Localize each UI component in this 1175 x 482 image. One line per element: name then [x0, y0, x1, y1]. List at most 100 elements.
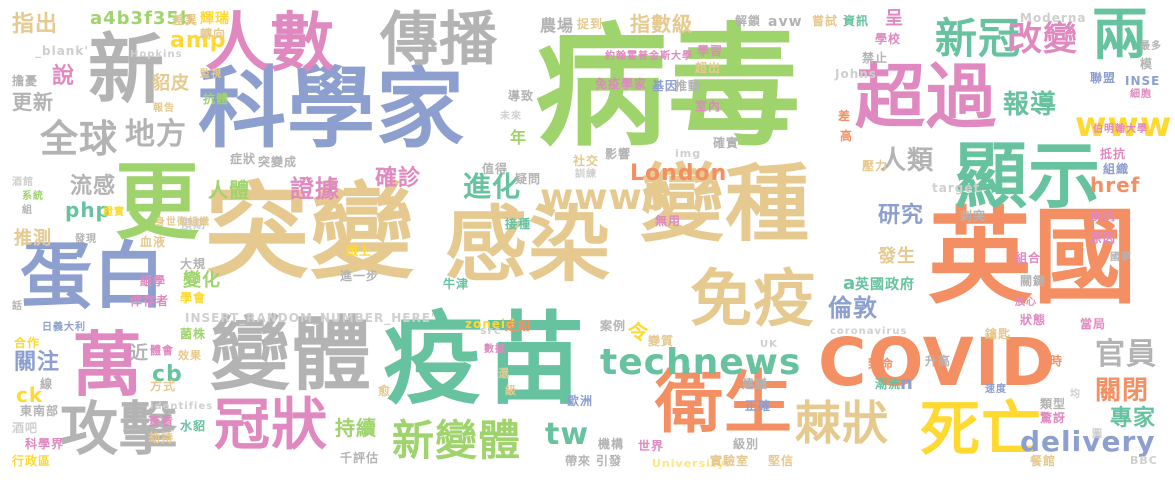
word: 國家 — [1110, 252, 1132, 263]
word: 確實 — [713, 136, 740, 150]
word: 免疫學家 — [595, 77, 648, 91]
word: 聯盟 — [1090, 71, 1117, 85]
word: 影響 — [605, 147, 632, 161]
word: 酒館 — [12, 177, 34, 188]
word: 牛津 — [443, 277, 470, 291]
word: 組學 — [140, 274, 167, 288]
word: 新 — [88, 25, 165, 114]
word: href — [1090, 173, 1141, 197]
word: 劫持 — [148, 431, 175, 445]
word: 英國 — [928, 196, 1139, 318]
word: 餐館 — [1030, 454, 1057, 468]
word: 症狀 — [230, 152, 257, 166]
word: a — [843, 273, 857, 294]
word: 關閉 — [1095, 376, 1150, 406]
word: 超過 — [855, 56, 997, 138]
word: 報導 — [1003, 90, 1058, 120]
word: 跟上 — [346, 244, 373, 258]
word: 案例 — [600, 319, 627, 333]
word: 病毒 — [535, 11, 801, 165]
word: 變質 — [648, 334, 675, 348]
word: 變種 — [640, 155, 811, 253]
word: 變化 — [183, 270, 221, 291]
word: 關注 — [14, 350, 61, 375]
word: INSE — [1125, 74, 1161, 88]
word: 人數 — [205, 7, 335, 81]
word: 放心 — [1015, 297, 1037, 308]
word: 進一步 — [340, 269, 380, 283]
word: 超出 — [695, 61, 722, 75]
word: 人體 — [208, 178, 250, 202]
word: 帶來 — [565, 454, 592, 468]
word: 疫苗 — [383, 301, 585, 418]
word: 學習 — [697, 44, 724, 58]
word: coronavirus — [830, 326, 908, 337]
word: 菌株 — [180, 327, 207, 341]
word: Moderna — [1020, 11, 1087, 25]
word: 愈 — [378, 384, 392, 398]
word: 推動 — [675, 79, 702, 93]
word: 全球 — [40, 117, 119, 161]
word: cb — [152, 362, 183, 387]
word: 身世衛組織 — [155, 217, 210, 228]
word: 禁止 — [862, 51, 889, 65]
word: 抗體 — [203, 92, 230, 106]
word: 推測 — [14, 228, 52, 249]
word: src — [480, 324, 502, 337]
word: 效果 — [178, 349, 202, 362]
word: 級 — [505, 384, 517, 397]
word: 級別 — [733, 437, 760, 451]
word: 衛生 — [655, 364, 794, 443]
word: 證實 — [103, 207, 125, 218]
word: avw — [768, 14, 803, 30]
word: 高 — [840, 129, 854, 143]
word: 嘗試 — [812, 14, 839, 28]
word: 致命 — [868, 357, 895, 371]
word: 訓練 — [575, 169, 597, 180]
word: 報告 — [153, 103, 175, 114]
word: 持續 — [335, 416, 377, 440]
word: 萬 — [72, 324, 143, 406]
word: 線 — [40, 377, 54, 391]
word: 酒吧 — [12, 421, 39, 435]
word: 兩 — [1092, 3, 1149, 68]
word: 升高 — [925, 354, 952, 368]
word: 差 — [838, 109, 852, 123]
word: 更 — [115, 153, 201, 251]
word: 室內 — [695, 99, 722, 113]
word: 基因 — [652, 79, 679, 93]
word: 速度 — [985, 384, 1007, 395]
word: 發現 — [75, 234, 97, 245]
word: 未來 — [500, 111, 522, 122]
word: INSERT_RANDOM_NUMBER_HERE' — [185, 311, 436, 325]
word: 引發 — [596, 454, 623, 468]
word: 學校 — [875, 32, 902, 46]
word: target — [932, 181, 981, 195]
word: 歐洲 — [567, 394, 594, 408]
word: 話 — [12, 301, 23, 312]
word: 令 — [628, 320, 649, 344]
word: 圖 — [1092, 429, 1103, 440]
word: 組 — [22, 205, 33, 216]
word: 新變體 — [392, 416, 522, 465]
word: 擔憂 — [12, 74, 39, 88]
word: 感染 — [445, 198, 612, 293]
word: zoneid — [465, 317, 516, 331]
word: 潮流 — [875, 377, 902, 391]
word: php — [65, 198, 111, 222]
word: 發生 — [878, 246, 916, 267]
word: 確診 — [375, 166, 422, 191]
word: 類型 — [1040, 397, 1067, 411]
word: 建議 — [742, 377, 769, 391]
word: BBC — [1130, 454, 1158, 467]
word: 行政區 — [12, 454, 52, 468]
word: 合作 — [14, 336, 41, 350]
word: 冠狀 — [214, 393, 328, 458]
word: 方式 — [150, 379, 177, 393]
word: 定期 — [505, 319, 532, 333]
word: 疾病 — [1090, 209, 1117, 223]
word: 差異 — [172, 13, 199, 27]
word: tw — [545, 417, 590, 452]
word: 模 — [1140, 57, 1154, 71]
